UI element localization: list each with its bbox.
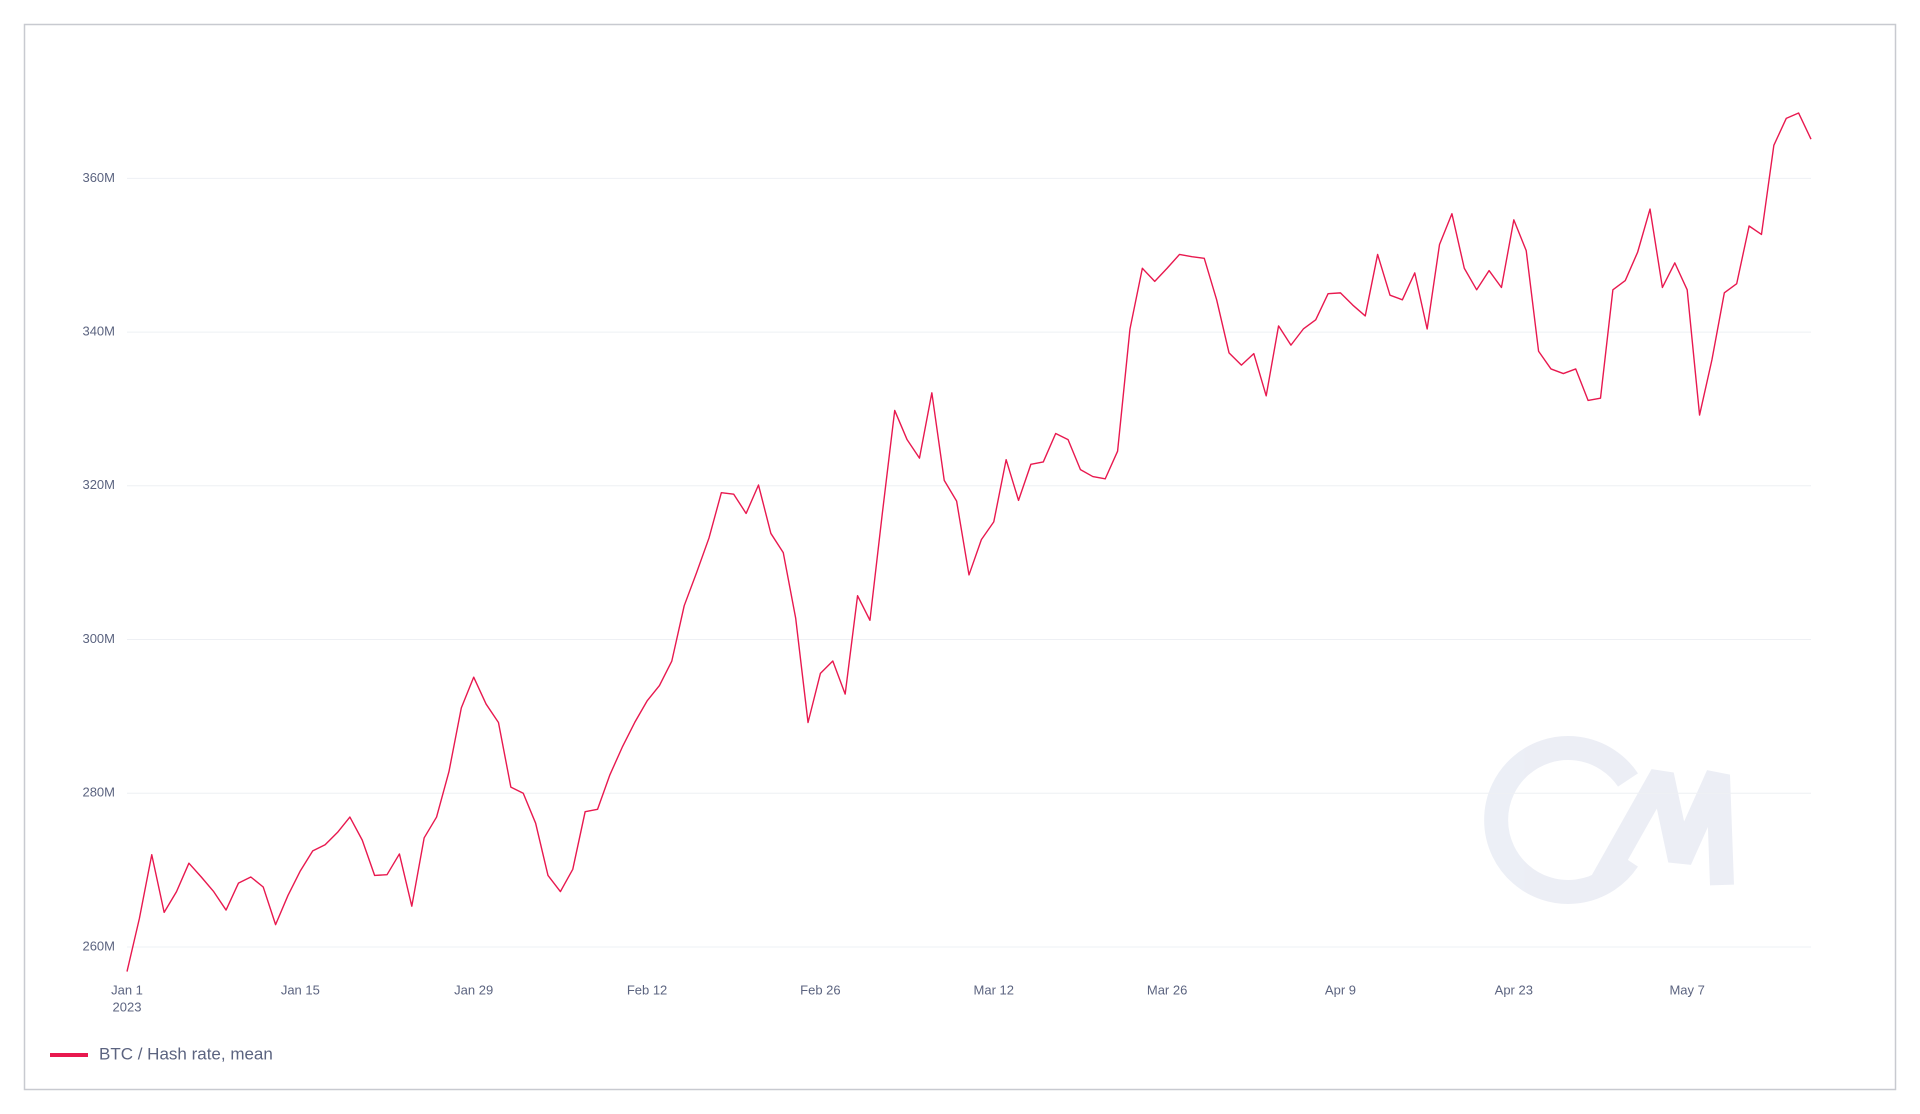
- watermark: [1484, 736, 1734, 904]
- x-tick-label: Mar 26: [1147, 982, 1187, 997]
- series-line: [126, 112, 1812, 972]
- x-year-label: 2023: [113, 999, 142, 1014]
- y-tick-label: 340M: [82, 324, 115, 339]
- watermark-c: [1484, 736, 1638, 904]
- x-tick-label: Feb 26: [800, 982, 840, 997]
- x-tick-label: Apr 23: [1495, 982, 1533, 997]
- y-tick-label: 320M: [82, 477, 115, 492]
- x-tick-label: Feb 12: [627, 982, 667, 997]
- y-tick-label: 360M: [82, 170, 115, 185]
- x-tick-label: Jan 15: [281, 982, 320, 997]
- frame: [23, 23, 1897, 1091]
- legend-label: BTC / Hash rate, mean: [99, 1044, 273, 1063]
- y-tick-label: 300M: [82, 631, 115, 646]
- watermark-m: [1589, 769, 1734, 891]
- x-tick-label: Apr 9: [1325, 982, 1356, 997]
- x-tick-label: Jan 1: [111, 982, 143, 997]
- x-tick-label: Mar 12: [974, 982, 1014, 997]
- x-tick-label: May 7: [1669, 982, 1704, 997]
- x-tick-label: Jan 29: [454, 982, 493, 997]
- y-tick-label: 260M: [82, 938, 115, 953]
- y-tick-label: 280M: [82, 785, 115, 800]
